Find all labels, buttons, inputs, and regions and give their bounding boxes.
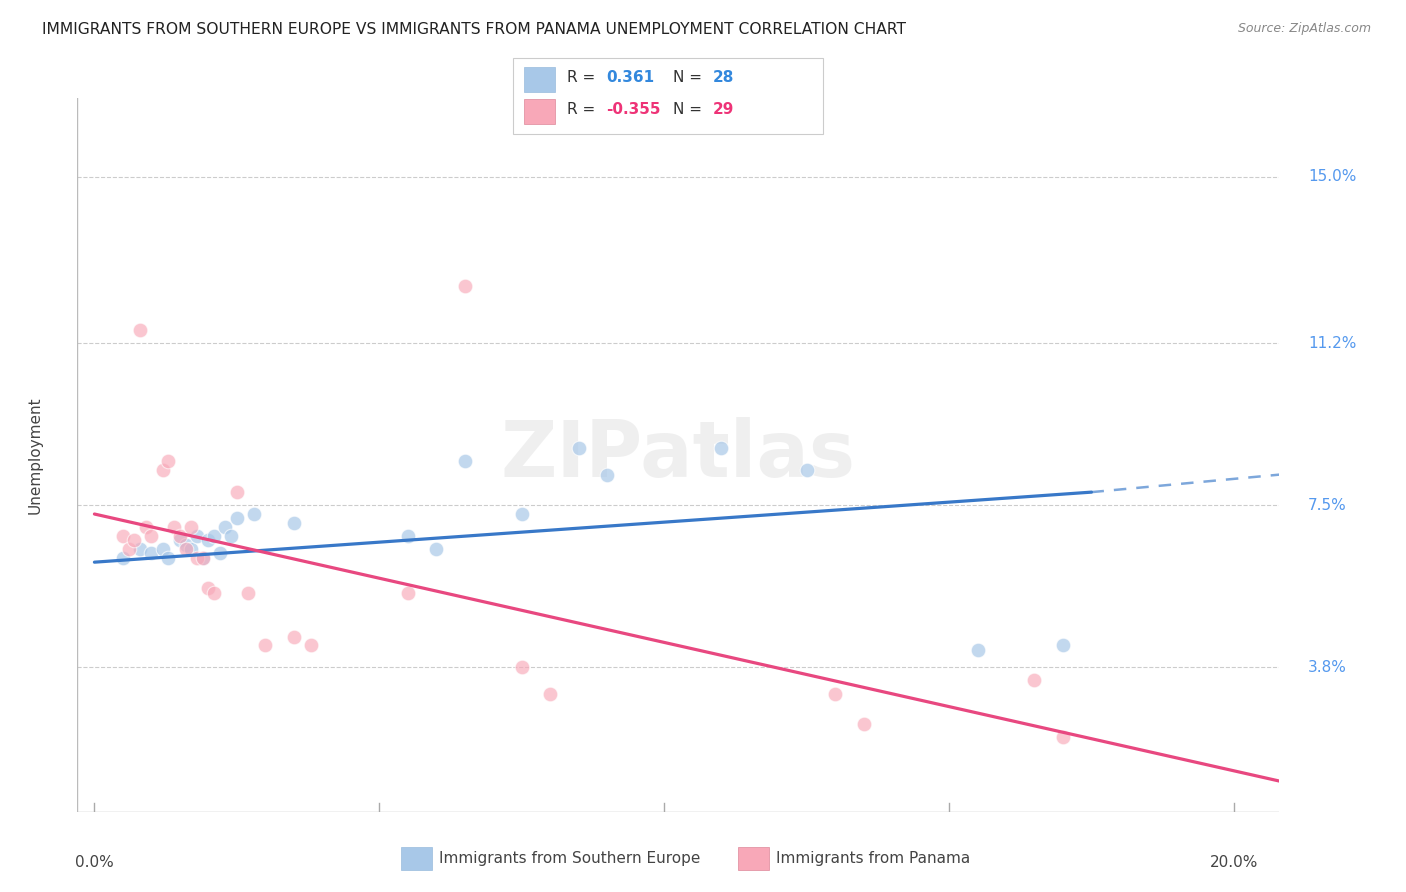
- Point: [202, 529, 225, 543]
- Point: [966, 642, 988, 657]
- Point: [141, 546, 163, 560]
- Point: [174, 542, 197, 557]
- Point: [538, 686, 561, 700]
- Text: N =: N =: [673, 70, 707, 85]
- Point: [169, 529, 191, 543]
- Point: [225, 511, 247, 525]
- Text: 3.8%: 3.8%: [1308, 660, 1347, 674]
- Point: [191, 550, 214, 565]
- Point: [219, 529, 242, 543]
- Point: [225, 485, 247, 500]
- Point: [202, 586, 225, 600]
- Point: [124, 533, 146, 548]
- Point: [510, 660, 533, 674]
- Point: [152, 542, 174, 557]
- Point: [396, 586, 419, 600]
- Text: 28: 28: [713, 70, 734, 85]
- Text: 0.0%: 0.0%: [75, 855, 114, 871]
- Point: [1052, 638, 1074, 652]
- Text: Unemployment: Unemployment: [28, 396, 42, 514]
- Point: [174, 538, 197, 552]
- Point: [129, 323, 152, 337]
- Point: [129, 542, 152, 557]
- Point: [824, 686, 846, 700]
- Point: [197, 533, 219, 548]
- Text: R =: R =: [567, 70, 600, 85]
- Point: [283, 516, 305, 530]
- Point: [425, 542, 447, 557]
- Point: [141, 529, 163, 543]
- Point: [135, 520, 157, 534]
- Text: IMMIGRANTS FROM SOUTHERN EUROPE VS IMMIGRANTS FROM PANAMA UNEMPLOYMENT CORRELATI: IMMIGRANTS FROM SOUTHERN EUROPE VS IMMIG…: [42, 22, 907, 37]
- Point: [117, 542, 139, 557]
- Point: [157, 550, 180, 565]
- Text: -0.355: -0.355: [606, 103, 661, 117]
- Point: [180, 520, 202, 534]
- Point: [208, 546, 231, 560]
- Text: ZIPatlas: ZIPatlas: [501, 417, 856, 493]
- Point: [152, 463, 174, 477]
- Point: [238, 586, 260, 600]
- Point: [191, 550, 214, 565]
- Point: [396, 529, 419, 543]
- Text: Source: ZipAtlas.com: Source: ZipAtlas.com: [1237, 22, 1371, 36]
- Point: [299, 638, 322, 652]
- Text: 20.0%: 20.0%: [1209, 855, 1258, 871]
- Point: [163, 520, 186, 534]
- Point: [796, 463, 818, 477]
- Point: [180, 542, 202, 557]
- Text: Immigrants from Southern Europe: Immigrants from Southern Europe: [439, 851, 700, 865]
- Point: [596, 467, 619, 482]
- Point: [1024, 673, 1046, 688]
- Text: Immigrants from Panama: Immigrants from Panama: [776, 851, 970, 865]
- Point: [186, 550, 208, 565]
- Point: [243, 507, 266, 521]
- Point: [283, 630, 305, 644]
- Point: [169, 533, 191, 548]
- Point: [510, 507, 533, 521]
- Text: R =: R =: [567, 103, 600, 117]
- Text: 0.361: 0.361: [606, 70, 654, 85]
- Point: [454, 279, 477, 293]
- Point: [454, 454, 477, 468]
- Point: [852, 717, 875, 731]
- Point: [254, 638, 277, 652]
- Point: [710, 442, 733, 456]
- Point: [1052, 731, 1074, 745]
- Point: [186, 529, 208, 543]
- Text: 7.5%: 7.5%: [1308, 498, 1347, 513]
- Point: [157, 454, 180, 468]
- Point: [111, 550, 134, 565]
- Point: [568, 442, 591, 456]
- Point: [197, 582, 219, 596]
- Point: [111, 529, 134, 543]
- Point: [214, 520, 236, 534]
- Text: N =: N =: [673, 103, 707, 117]
- Text: 15.0%: 15.0%: [1308, 169, 1357, 185]
- Text: 29: 29: [713, 103, 734, 117]
- Text: 11.2%: 11.2%: [1308, 335, 1357, 351]
